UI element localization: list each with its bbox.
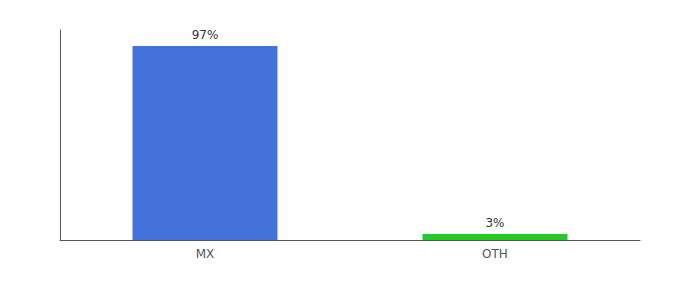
svg-text:3%: 3% xyxy=(485,216,504,230)
svg-text:MX: MX xyxy=(196,247,215,261)
svg-text:OTH: OTH xyxy=(482,247,508,261)
svg-text:97%: 97% xyxy=(192,28,219,42)
